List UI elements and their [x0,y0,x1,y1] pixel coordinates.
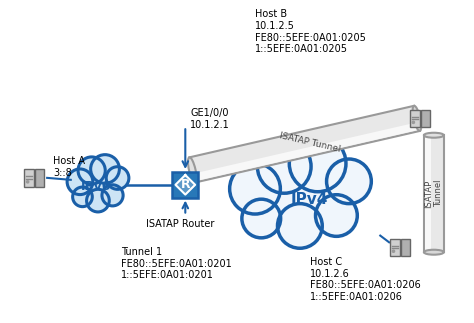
Circle shape [73,187,92,207]
FancyBboxPatch shape [410,109,419,127]
FancyBboxPatch shape [421,109,429,127]
Text: Host C
10.1.2.6
FE80::5EFE:0A01:0206
1::5EFE:0A01:0206: Host C 10.1.2.6 FE80::5EFE:0A01:0206 1::… [310,257,420,302]
Ellipse shape [73,168,119,202]
Polygon shape [424,135,444,252]
Circle shape [327,159,371,203]
Circle shape [279,205,321,247]
Text: GE1/0/0
10.1.2.1: GE1/0/0 10.1.2.1 [190,109,230,130]
Circle shape [242,199,281,238]
Text: ISATAP
Tunnel: ISATAP Tunnel [424,180,444,208]
Circle shape [106,167,129,189]
Circle shape [79,158,105,183]
FancyBboxPatch shape [390,238,400,256]
Circle shape [291,137,345,190]
Ellipse shape [413,106,421,131]
Text: R: R [181,178,190,191]
Ellipse shape [237,161,352,228]
Circle shape [67,169,93,194]
Circle shape [317,196,356,235]
Circle shape [87,190,109,211]
Circle shape [91,155,119,183]
Circle shape [328,160,370,203]
FancyBboxPatch shape [25,169,34,187]
Circle shape [87,189,109,212]
Text: IPv4: IPv4 [291,192,328,207]
Polygon shape [190,106,420,182]
Circle shape [107,167,128,189]
FancyBboxPatch shape [35,169,44,187]
Circle shape [316,195,357,236]
Circle shape [73,188,92,206]
Circle shape [257,140,311,193]
Circle shape [68,170,92,194]
Circle shape [243,200,280,237]
Text: ISATAP Router: ISATAP Router [146,220,214,230]
Circle shape [277,203,322,248]
Circle shape [289,135,346,192]
Circle shape [412,121,414,123]
Text: IPv6: IPv6 [81,180,111,193]
Circle shape [102,185,123,205]
Circle shape [91,155,118,182]
Ellipse shape [424,250,444,255]
Circle shape [229,163,280,214]
FancyBboxPatch shape [401,238,410,256]
Text: ISATAP Tunnel: ISATAP Tunnel [278,131,341,153]
Text: Host B
10.1.2.5
FE80::5EFE:0A01:0205
1::5EFE:0A01:0205: Host B 10.1.2.5 FE80::5EFE:0A01:0205 1::… [255,9,366,54]
Circle shape [392,250,394,252]
Ellipse shape [424,133,444,138]
Circle shape [259,141,310,192]
Polygon shape [175,175,195,194]
Circle shape [102,185,123,206]
Circle shape [231,165,279,213]
Polygon shape [193,122,419,181]
Polygon shape [425,135,431,252]
Text: Tunnel 1
FE80::5EFE:0A01:0201
1::5EFE:0A01:0201: Tunnel 1 FE80::5EFE:0A01:0201 1::5EFE:0A… [121,247,231,280]
Circle shape [27,181,29,183]
Ellipse shape [188,157,197,182]
Circle shape [78,157,105,184]
FancyBboxPatch shape [173,172,198,198]
Text: Host A
3::8: Host A 3::8 [53,156,85,178]
